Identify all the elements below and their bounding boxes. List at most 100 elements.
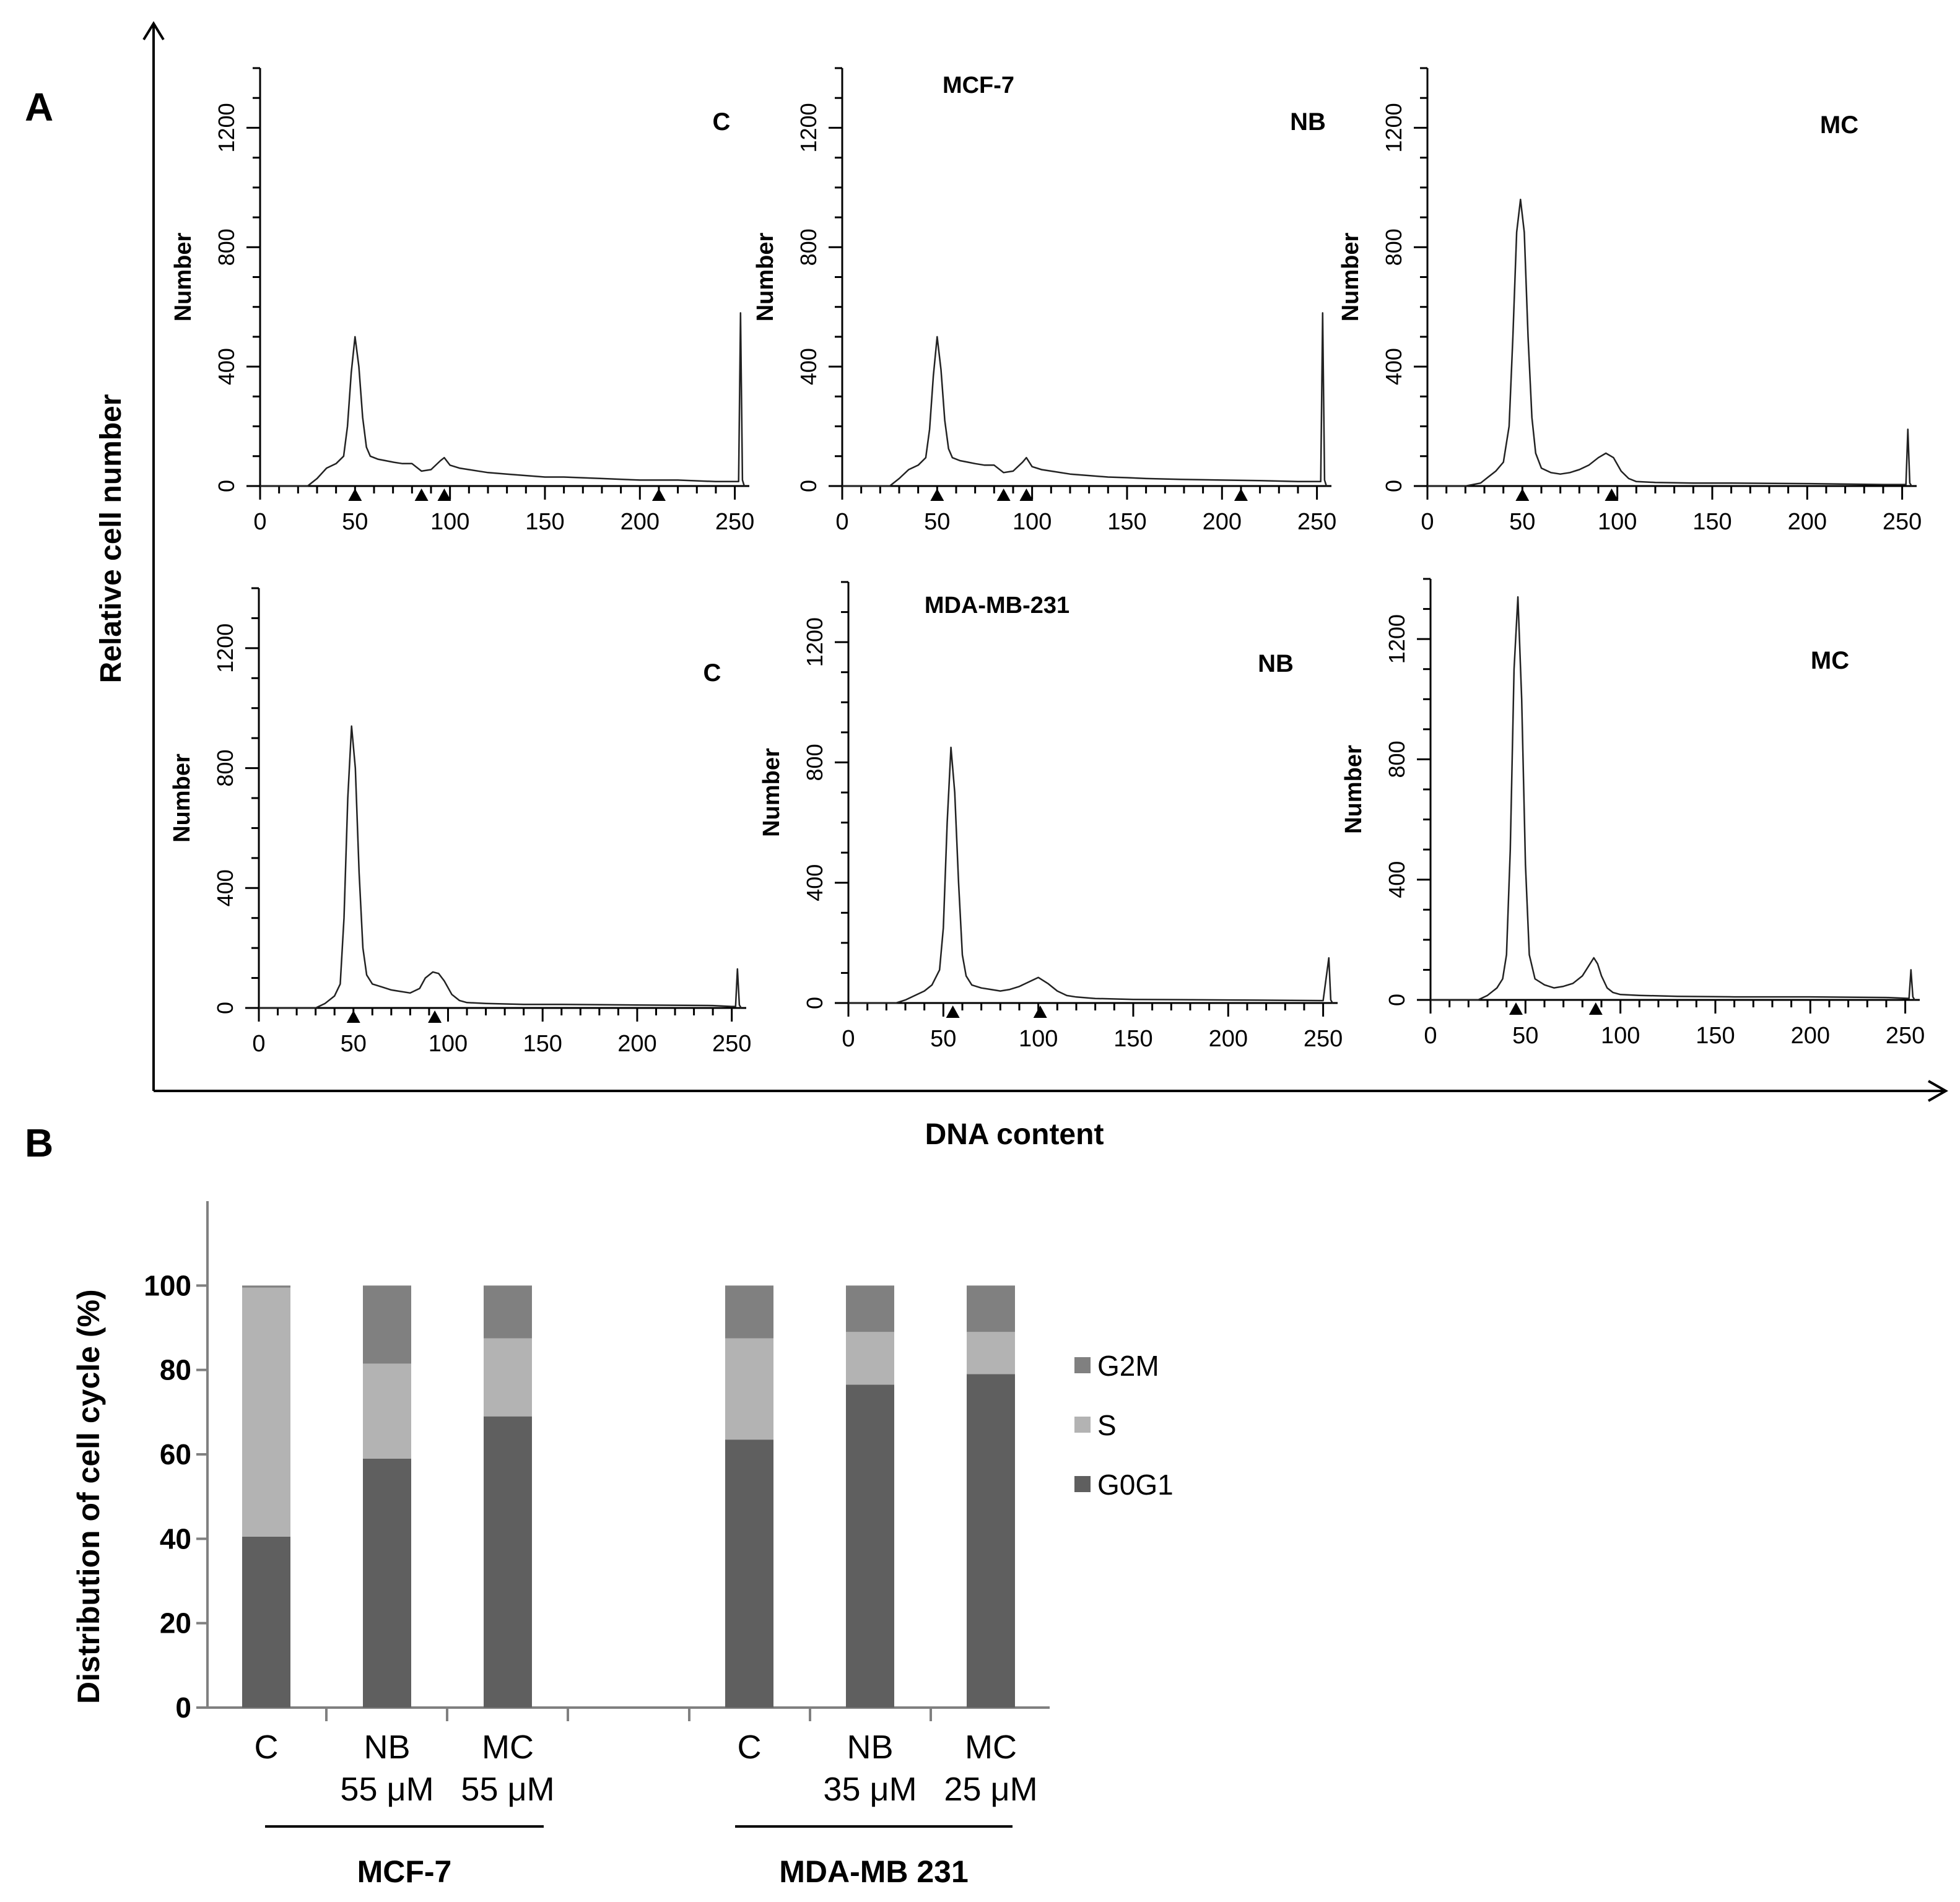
- panel-a-y-axis-title: Relative cell number: [95, 394, 128, 684]
- bar-category-label: C: [255, 1729, 279, 1766]
- histogram-y-tick-label: 0: [214, 480, 239, 492]
- gate-marker-triangle: [1019, 489, 1034, 501]
- histogram-corner-label: C: [713, 108, 731, 136]
- histogram-grid: 0 400 800 1200 Number 0 50 100 150 200 250 C MCF-7 0 4…: [169, 67, 1925, 1057]
- histogram-y-label: Number: [170, 233, 196, 322]
- bar-category-label: C: [738, 1729, 762, 1766]
- histogram-x-tick-label: 50: [342, 509, 368, 535]
- gate-marker-triangle: [1509, 1002, 1523, 1015]
- histogram-y-tick-label: 400: [1381, 348, 1406, 385]
- histogram-x-tick-label: 50: [1509, 509, 1535, 535]
- legend-label: G0G1: [1097, 1469, 1174, 1501]
- histogram-y-tick-label: 1200: [214, 103, 239, 152]
- histogram-x-tick-label: 100: [1013, 509, 1052, 535]
- histogram-y-tick-label: 800: [796, 228, 821, 266]
- histogram-x-tick-label: 100: [1019, 1026, 1058, 1052]
- gate-marker-triangle: [1033, 1005, 1047, 1018]
- histogram-x-tick-label: 150: [1696, 1023, 1735, 1049]
- bar-y-axis-title: Distribution of cell cycle (%): [71, 1289, 106, 1704]
- bar-category-label: MC: [482, 1729, 534, 1766]
- legend-label: S: [1097, 1409, 1117, 1441]
- histogram-y-tick-label: 0: [1384, 994, 1409, 1006]
- histogram-y-tick-label: 400: [802, 864, 827, 901]
- histogram-y-tick-label: 1200: [1384, 614, 1409, 664]
- bar-y-tick-label: 100: [144, 1269, 191, 1301]
- bar-segment-s: [242, 1287, 290, 1537]
- gate-marker-triangle: [437, 489, 451, 501]
- panel-a-x-axis-arrow: [1928, 1080, 1949, 1102]
- histogram-y-tick-label: 0: [796, 480, 821, 492]
- histogram-y-tick-label: 800: [802, 744, 827, 781]
- bar-segment-g0g1: [967, 1374, 1015, 1708]
- bar-category-sublabel: 35 μM: [823, 1771, 917, 1808]
- histogram-panel-4: 0 400 800 1200 Number 0 50 100 150 200 250 C: [169, 587, 751, 1057]
- histogram-y-tick-label: 1200: [212, 623, 238, 673]
- histogram-trace: [842, 312, 1328, 487]
- histogram-y-tick-label: 1200: [802, 617, 827, 667]
- bar-y-tick-label: 60: [160, 1438, 191, 1470]
- histogram-x-tick-label: 250: [1304, 1026, 1343, 1052]
- histogram-trace: [848, 746, 1333, 1004]
- histogram-x-tick-label: 50: [924, 509, 950, 535]
- histogram-y-tick-label: 800: [1381, 228, 1406, 266]
- bar-category-sublabel: 55 μM: [461, 1771, 554, 1808]
- histogram-x-tick-label: 150: [525, 509, 564, 535]
- gate-marker-triangle: [414, 489, 429, 501]
- histogram-y-tick-label: 0: [802, 997, 827, 1009]
- histogram-x-tick-label: 50: [1512, 1023, 1538, 1049]
- histogram-y-label: Number: [1338, 233, 1364, 322]
- histogram-y-label: Number: [752, 233, 778, 322]
- histogram-x-tick-label: 0: [253, 509, 266, 535]
- histogram-y-tick-label: 800: [214, 228, 239, 266]
- legend-swatch-g2m: [1074, 1357, 1091, 1373]
- histogram-x-tick-label: 250: [715, 509, 754, 535]
- gate-marker-triangle: [1515, 489, 1530, 501]
- bar-category-label: NB: [364, 1729, 410, 1766]
- histogram-panel-6: 0 400 800 1200 Number 0 50 100 150 200 250 MC: [1341, 578, 1925, 1049]
- bar-segment-g2m: [242, 1285, 290, 1288]
- bar-category-sublabel: 55 μM: [340, 1771, 433, 1808]
- histogram-x-tick-label: 0: [842, 1026, 855, 1052]
- bar-category-label: NB: [847, 1729, 893, 1766]
- histogram-trace: [259, 725, 742, 1009]
- histogram-corner-label: MC: [1811, 647, 1849, 674]
- panel-a-x-axis-title: DNA content: [925, 1118, 1104, 1151]
- gate-marker-triangle: [930, 489, 944, 501]
- gate-marker-triangle: [346, 1010, 360, 1023]
- histogram-x-tick-label: 50: [930, 1026, 956, 1052]
- bar-segment-g0g1: [725, 1440, 773, 1708]
- bar-group-label: MDA-MB 231: [779, 1854, 969, 1889]
- histogram-corner-label: NB: [1290, 108, 1326, 136]
- histogram-x-tick-label: 100: [1598, 509, 1637, 535]
- histogram-y-tick-label: 400: [1384, 861, 1409, 898]
- histogram-trace: [1427, 198, 1912, 487]
- histogram-y-tick-label: 1200: [796, 103, 821, 152]
- bar-segment-g0g1: [846, 1384, 894, 1708]
- gate-marker-triangle: [1234, 489, 1248, 501]
- bar-segment-s: [484, 1338, 532, 1417]
- histogram-corner-label: C: [703, 659, 721, 687]
- histogram-x-tick-label: 150: [1692, 509, 1731, 535]
- histogram-panel-5: 0 400 800 1200 Number 0 50 100 150 200 250 NB MDA-MB…: [759, 581, 1343, 1052]
- bar-segment-s: [846, 1332, 894, 1385]
- gate-marker-triangle: [651, 489, 666, 501]
- gate-marker-triangle: [996, 489, 1011, 501]
- bar-segment-s: [363, 1363, 411, 1459]
- histogram-panel-3: 0 400 800 1200 Number 0 50 100 150 200 250 MC: [1338, 67, 1922, 535]
- histogram-x-tick-label: 150: [1107, 509, 1146, 535]
- histogram-y-label: Number: [169, 753, 195, 843]
- bar-segment-s: [725, 1338, 773, 1440]
- bar-segment-g2m: [725, 1285, 773, 1339]
- histogram-x-tick-label: 250: [1883, 509, 1922, 535]
- histogram-x-tick-label: 50: [341, 1031, 367, 1057]
- histogram-x-tick-label: 150: [1113, 1026, 1152, 1052]
- histogram-y-tick-label: 400: [212, 869, 238, 906]
- legend-swatch-g0g1: [1074, 1476, 1091, 1492]
- histogram-x-tick-label: 150: [523, 1031, 562, 1057]
- bar-segment-g0g1: [363, 1458, 411, 1708]
- histogram-x-tick-label: 200: [1203, 509, 1242, 535]
- panel-b-label: B: [25, 1121, 53, 1165]
- gate-marker-triangle: [1588, 1002, 1603, 1015]
- gate-marker-triangle: [946, 1005, 960, 1018]
- histogram-x-tick-label: 250: [1886, 1023, 1925, 1049]
